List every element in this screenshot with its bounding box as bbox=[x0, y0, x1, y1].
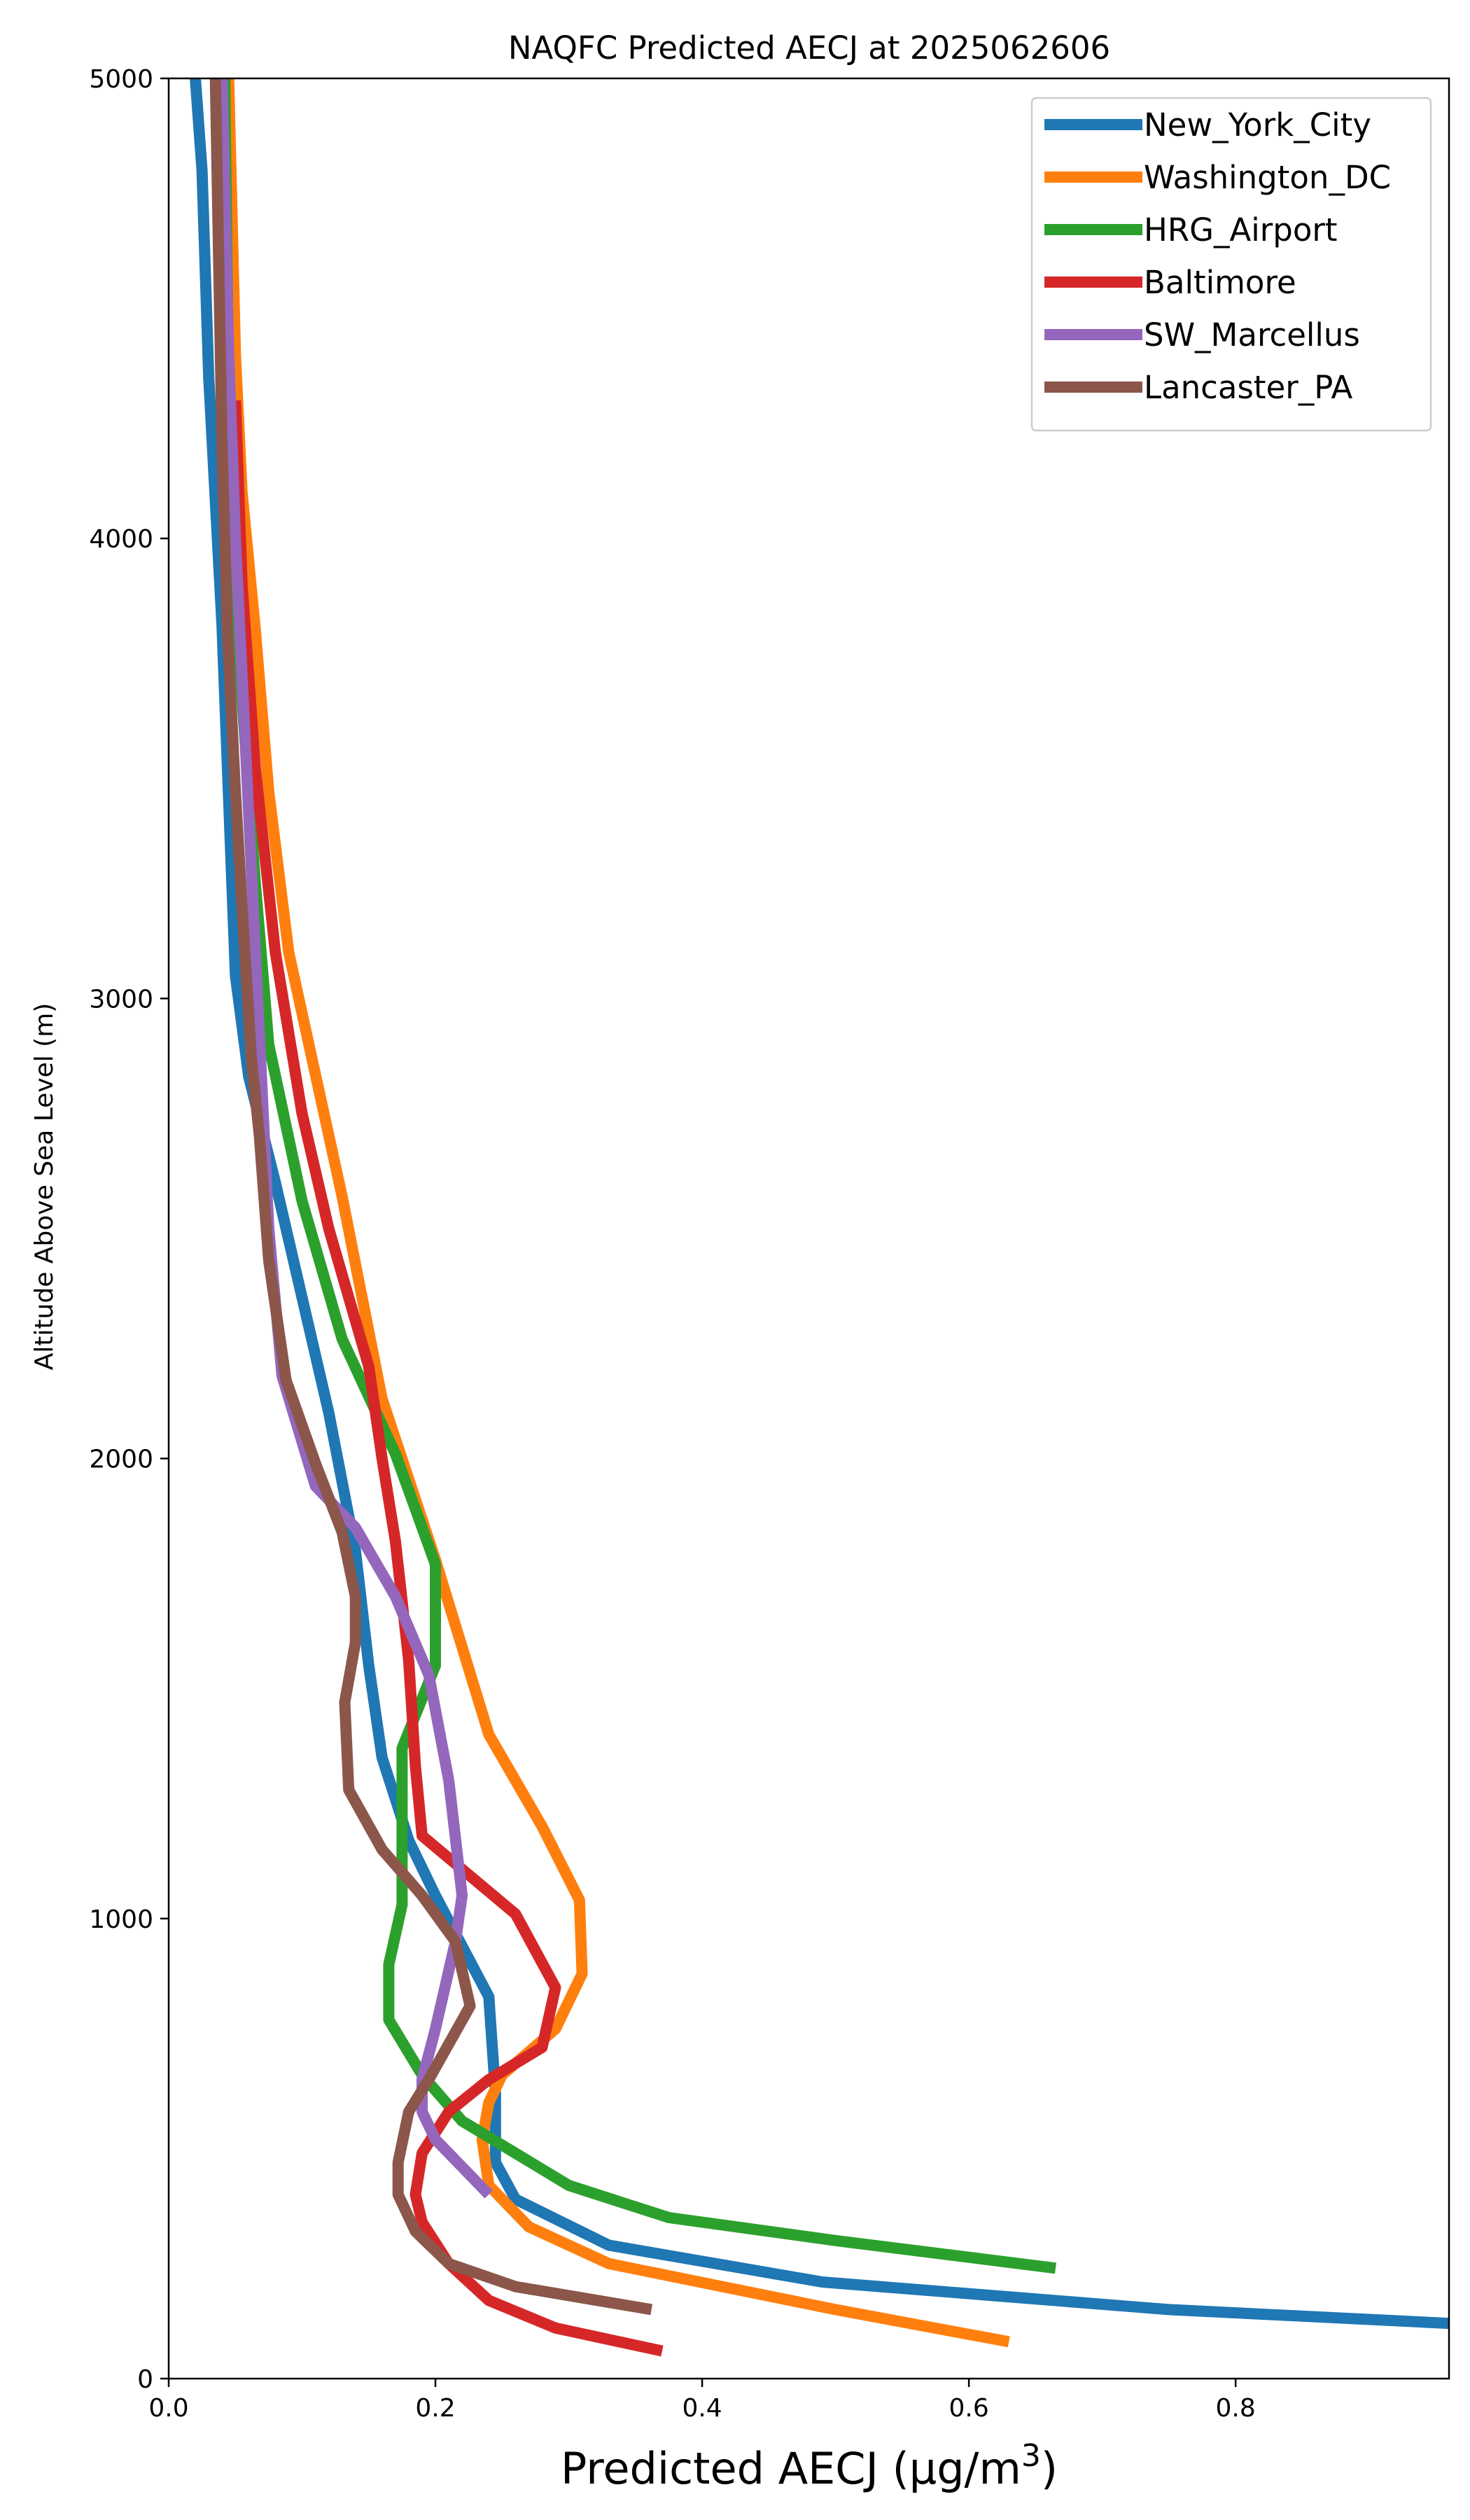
series-line-lancaster-pa bbox=[209, 78, 653, 2316]
legend-label-lancaster-pa: Lancaster_PA bbox=[1144, 369, 1353, 406]
y-tick-label: 1000 bbox=[89, 1905, 153, 1934]
y-tick-label: 5000 bbox=[89, 65, 153, 94]
legend-label-sw-marcellus: SW_Marcellus bbox=[1144, 316, 1360, 354]
series-line-baltimore bbox=[230, 400, 664, 2357]
series-layer bbox=[190, 78, 1449, 2357]
y-tick-label: 2000 bbox=[89, 1446, 153, 1474]
plot-frame bbox=[167, 77, 1450, 2380]
x-tick-label: 0.0 bbox=[148, 2394, 188, 2423]
series-line-sw-marcellus bbox=[216, 78, 493, 2199]
chart-title: NAQFC Predicted AECJ at 2025062606 bbox=[508, 29, 1110, 66]
legend-label-baltimore: Baltimore bbox=[1144, 264, 1296, 301]
legend-label-new-york-city: New_York_City bbox=[1144, 106, 1371, 144]
y-axis-label: Altitude Above Sea Level (m) bbox=[30, 1003, 59, 1371]
legend-label-washington-dc: Washington_DC bbox=[1144, 159, 1391, 196]
axes-layer: 0.0 0.2 0.4 0.6 0.8 0 1000 2000 3000 4000 5000 bbox=[89, 65, 1450, 2423]
legend: New_York_City Washington_DC HRG_Airport Bal… bbox=[1030, 97, 1432, 432]
x-axis-label: Predicted AECJ (μg/m3) bbox=[561, 2438, 1058, 2495]
y-tick-label: 4000 bbox=[89, 525, 153, 554]
series-line-new-york-city bbox=[190, 78, 1449, 2330]
series-line-washington-dc bbox=[223, 78, 1010, 2348]
x-tick-label: 0.8 bbox=[1216, 2394, 1256, 2423]
x-tick-label: 0.4 bbox=[682, 2394, 722, 2423]
y-tick-label: 0 bbox=[137, 2365, 153, 2394]
x-tick-label: 0.6 bbox=[948, 2394, 988, 2423]
y-tick-label: 3000 bbox=[89, 985, 153, 1014]
legend-label-hrg-airport: HRG_Airport bbox=[1144, 211, 1338, 248]
x-tick-label: 0.2 bbox=[415, 2394, 455, 2423]
